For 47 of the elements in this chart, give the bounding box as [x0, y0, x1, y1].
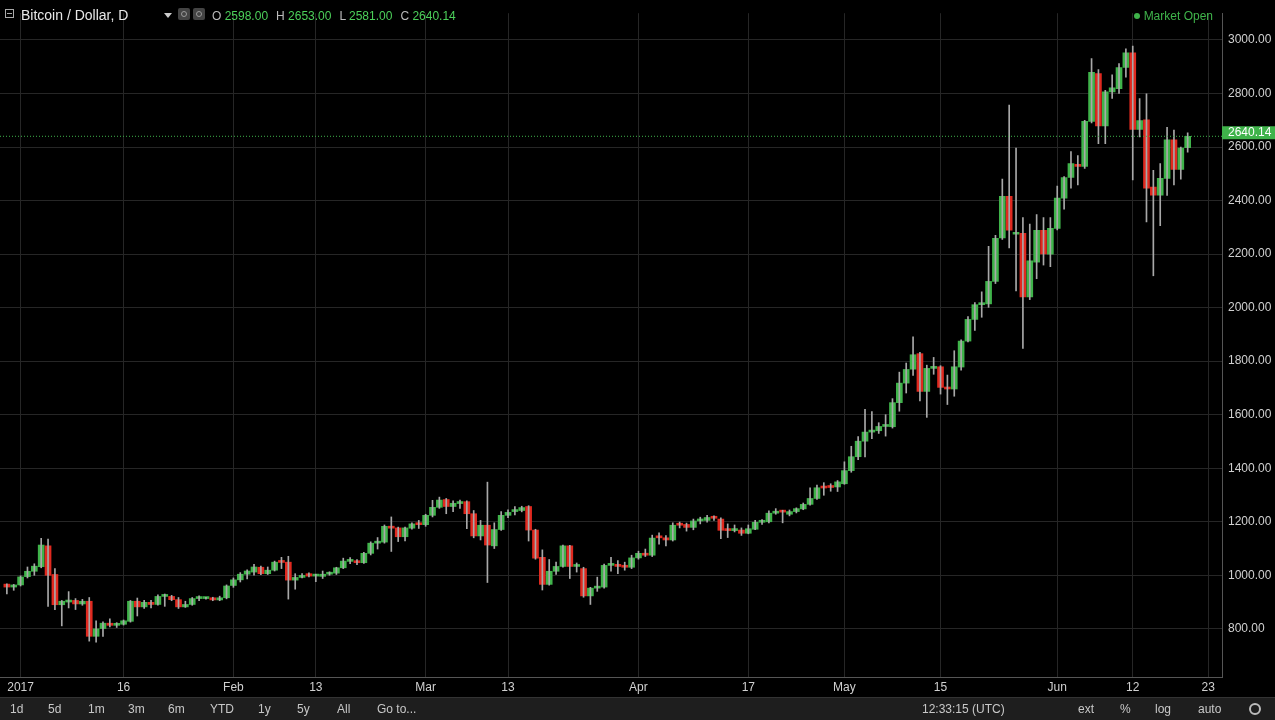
text: auto — [1198, 702, 1222, 716]
x-tick-label: Mar — [415, 679, 436, 694]
y-tick-label: 3000.00 — [1228, 32, 1272, 47]
x-tick-label: May — [833, 679, 856, 694]
text: Go to... — [377, 702, 417, 716]
x-tick-label: Feb — [223, 679, 245, 694]
text: 3m — [128, 702, 145, 716]
text: 1y — [258, 702, 271, 716]
y-tick-label: 800.00 — [1228, 621, 1266, 636]
text: 1m — [88, 702, 105, 716]
annotation: C 2640.14 — [400, 9, 456, 23]
y-tick-label: 2400.00 — [1228, 192, 1272, 207]
text: 1d — [10, 702, 24, 716]
x-tick-label: 16 — [116, 679, 131, 694]
y-tick-label: 1400.00 — [1228, 460, 1272, 475]
text: 5y — [297, 702, 310, 716]
x-tick-label: Jun — [1047, 679, 1067, 694]
y-tick-label: 2800.00 — [1228, 85, 1272, 100]
x-tick-label: 13 — [309, 679, 323, 694]
x-tick-label: 2017 — [7, 679, 35, 694]
text: log — [1155, 702, 1172, 716]
y-tick-label: 1800.00 — [1228, 353, 1272, 368]
y-tick-label: 2200.00 — [1228, 246, 1272, 261]
x-tick-label: 23 — [1201, 679, 1216, 694]
annotation: H 2653.00 — [276, 9, 332, 23]
annotation: L 2581.00 — [339, 9, 393, 23]
text: 6m — [168, 702, 185, 716]
text: % — [1120, 702, 1131, 716]
x-tick-label: Apr — [629, 679, 648, 694]
y-tick-label: 1000.00 — [1228, 567, 1272, 582]
text: 5d — [48, 702, 62, 716]
text: YTD — [210, 702, 234, 716]
x-tick-label: 17 — [741, 679, 756, 694]
text: 12:33:15 (UTC) — [922, 702, 1005, 716]
x-tick-label: 13 — [501, 679, 516, 694]
annotation: Market Open — [1143, 9, 1213, 23]
text: ext — [1078, 702, 1095, 716]
y-tick-label: 2000.00 — [1228, 299, 1272, 314]
x-tick-label: 15 — [933, 679, 948, 694]
annotation: O 2598.00 — [212, 9, 269, 23]
y-tick-label: 1200.00 — [1228, 514, 1272, 529]
x-tick-label: 12 — [1126, 679, 1140, 694]
y-tick-label: 1600.00 — [1228, 407, 1272, 421]
text: All — [337, 702, 351, 716]
chart-title: Bitcoin / Dollar, D — [21, 7, 129, 23]
y-tick-label: 2600.00 — [1228, 139, 1272, 154]
ref-line-label: 2640.14 — [1228, 125, 1272, 140]
